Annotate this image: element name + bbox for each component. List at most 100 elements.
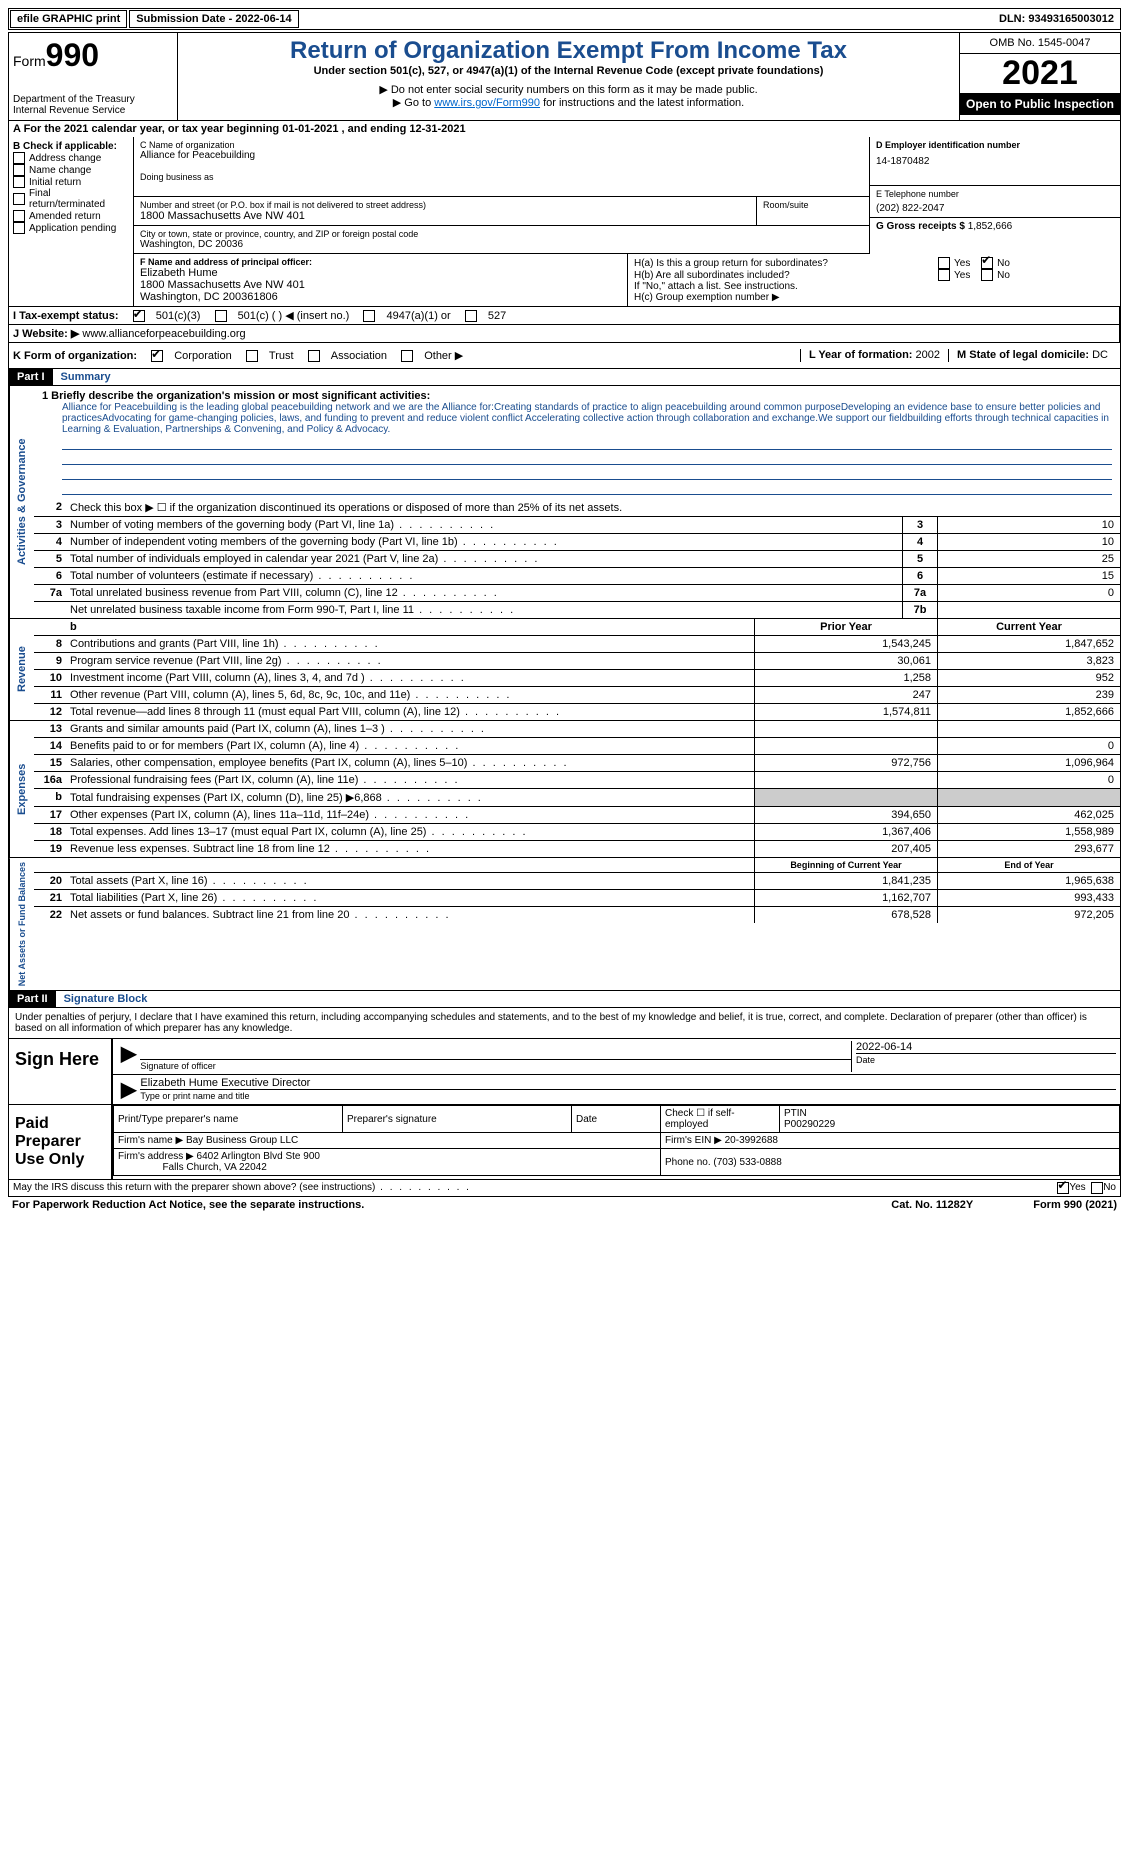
form-word: Form	[13, 53, 46, 69]
firm-addr1: 6402 Arlington Blvd Ste 900	[197, 1151, 320, 1162]
line-8-desc: Contributions and grants (Part VIII, lin…	[66, 636, 754, 652]
checkbox-address-change[interactable]	[13, 152, 25, 164]
form-title: Return of Organization Exempt From Incom…	[182, 37, 955, 65]
line-19-prior: 207,405	[754, 841, 937, 857]
line-7b-desc: Net unrelated business taxable income fr…	[66, 602, 902, 618]
section-bcd: B Check if applicable: Address change Na…	[8, 137, 1121, 307]
line-9-prior: 30,061	[754, 653, 937, 669]
line-4-box: 4	[902, 534, 937, 550]
sig-date: 2022-06-14	[856, 1041, 1116, 1054]
officer-name: Elizabeth Hume	[140, 267, 621, 279]
form-of-org-label: K Form of organization:	[13, 350, 137, 362]
submission-date-button[interactable]: Submission Date - 2022-06-14	[129, 10, 298, 28]
paperwork-notice: For Paperwork Reduction Act Notice, see …	[12, 1199, 891, 1211]
tax-year: 2021	[960, 54, 1120, 93]
ptin-label: PTIN	[784, 1108, 1115, 1119]
firm-addr-label: Firm's address ▶	[118, 1151, 194, 1162]
ha-no-checkbox[interactable]	[981, 257, 993, 269]
hb-yes-checkbox[interactable]	[938, 269, 950, 281]
hb-no-checkbox[interactable]	[981, 269, 993, 281]
officer-name-title: Elizabeth Hume Executive Director	[140, 1077, 1116, 1090]
line-19-current: 293,677	[937, 841, 1120, 857]
arrow-icon: ▶	[117, 1077, 140, 1102]
prep-phone: (703) 533-0888	[713, 1157, 781, 1168]
checkbox-501c3[interactable]	[133, 310, 145, 322]
efile-print-button[interactable]: efile GRAPHIC print	[10, 10, 127, 28]
line-18-prior: 1,367,406	[754, 824, 937, 840]
checkbox-527[interactable]	[465, 310, 477, 322]
prep-phone-label: Phone no.	[665, 1157, 711, 1168]
line-5-box: 5	[902, 551, 937, 567]
line-14-current: 0	[937, 738, 1120, 754]
checkbox-corporation[interactable]	[151, 350, 163, 362]
hb-label: H(b) Are all subordinates included?	[634, 270, 934, 281]
checkbox-501c[interactable]	[215, 310, 227, 322]
footer-row: For Paperwork Reduction Act Notice, see …	[8, 1197, 1121, 1213]
form-subtitle-2: ▶ Do not enter social security numbers o…	[182, 83, 955, 96]
phone-label: E Telephone number	[876, 189, 1114, 199]
cat-no: Cat. No. 11282Y	[891, 1199, 973, 1211]
line-22-desc: Net assets or fund balances. Subtract li…	[66, 907, 754, 923]
sign-here-label: Sign Here	[9, 1039, 113, 1104]
line-21-current: 993,433	[937, 890, 1120, 906]
discuss-text: May the IRS discuss this return with the…	[13, 1182, 1057, 1194]
checkbox-association[interactable]	[308, 350, 320, 362]
checkbox-amended-return[interactable]	[13, 210, 25, 222]
line-10-prior: 1,258	[754, 670, 937, 686]
firm-name-label: Firm's name ▶	[118, 1135, 183, 1146]
form-number: 990	[46, 37, 99, 73]
checkbox-other[interactable]	[401, 350, 413, 362]
website-label: J Website: ▶	[13, 328, 79, 340]
line-6-box: 6	[902, 568, 937, 584]
vlabel-expenses: Expenses	[9, 721, 34, 857]
row-a-tax-year: A For the 2021 calendar year, or tax yea…	[8, 121, 1121, 137]
dept-treasury: Department of the Treasury	[13, 94, 173, 105]
line2-text: Check this box ▶ ☐ if the organization d…	[66, 499, 1120, 516]
line-18-current: 1,558,989	[937, 824, 1120, 840]
part2-badge: Part II	[9, 991, 56, 1007]
discuss-row: May the IRS discuss this return with the…	[8, 1180, 1121, 1197]
firm-ein: 20-3992688	[725, 1135, 778, 1146]
discuss-yes-checkbox[interactable]	[1057, 1182, 1069, 1194]
discuss-no-checkbox[interactable]	[1091, 1182, 1103, 1194]
firm-name: Bay Business Group LLC	[186, 1135, 298, 1146]
line-8-prior: 1,543,245	[754, 636, 937, 652]
ha-yes-checkbox[interactable]	[938, 257, 950, 269]
firm-ein-label: Firm's EIN ▶	[665, 1135, 722, 1146]
ein-label: D Employer identification number	[876, 140, 1114, 150]
line-16a-current: 0	[937, 772, 1120, 788]
checkbox-trust[interactable]	[246, 350, 258, 362]
revenue-section: Revenue bPrior YearCurrent Year 8Contrib…	[8, 619, 1121, 721]
checkbox-application-pending[interactable]	[13, 222, 25, 234]
line-3-desc: Number of voting members of the governin…	[66, 517, 902, 533]
line-10-current: 952	[937, 670, 1120, 686]
line-7b-value	[937, 602, 1120, 618]
bcy-hdr: Beginning of Current Year	[754, 858, 937, 872]
line-14-desc: Benefits paid to or for members (Part IX…	[66, 738, 754, 754]
line-20-prior: 1,841,235	[754, 873, 937, 889]
col-b-checkboxes: B Check if applicable: Address change Na…	[9, 137, 134, 306]
sig-officer-label: Signature of officer	[140, 1061, 215, 1071]
line-13-prior	[754, 721, 937, 737]
irs-link[interactable]: www.irs.gov/Form990	[434, 97, 540, 109]
arrow-icon: ▶	[117, 1041, 140, 1072]
gross-receipts-label: G Gross receipts $	[876, 221, 965, 232]
line-12-desc: Total revenue—add lines 8 through 11 (mu…	[66, 704, 754, 720]
line-10-desc: Investment income (Part VIII, column (A)…	[66, 670, 754, 686]
line-3-box: 3	[902, 517, 937, 533]
line-17-prior: 394,650	[754, 807, 937, 823]
prep-name-label: Print/Type preparer's name	[114, 1106, 343, 1133]
street-address: 1800 Massachusetts Ave NW 401	[140, 210, 750, 222]
checkbox-4947[interactable]	[363, 310, 375, 322]
checkbox-initial-return[interactable]	[13, 176, 25, 188]
tax-exempt-label: I Tax-exempt status:	[13, 310, 119, 322]
part1-body: Activities & Governance 1 Briefly descri…	[8, 386, 1121, 619]
prep-sig-label: Preparer's signature	[343, 1106, 572, 1133]
line-12-prior: 1,574,811	[754, 704, 937, 720]
omb-number: OMB No. 1545-0047	[960, 33, 1120, 54]
checkbox-name-change[interactable]	[13, 164, 25, 176]
officer-addr1: 1800 Massachusetts Ave NW 401	[140, 279, 621, 291]
type-name-label: Type or print name and title	[140, 1091, 249, 1101]
gross-receipts-value: 1,852,666	[968, 221, 1013, 232]
checkbox-final-return[interactable]	[13, 193, 25, 205]
